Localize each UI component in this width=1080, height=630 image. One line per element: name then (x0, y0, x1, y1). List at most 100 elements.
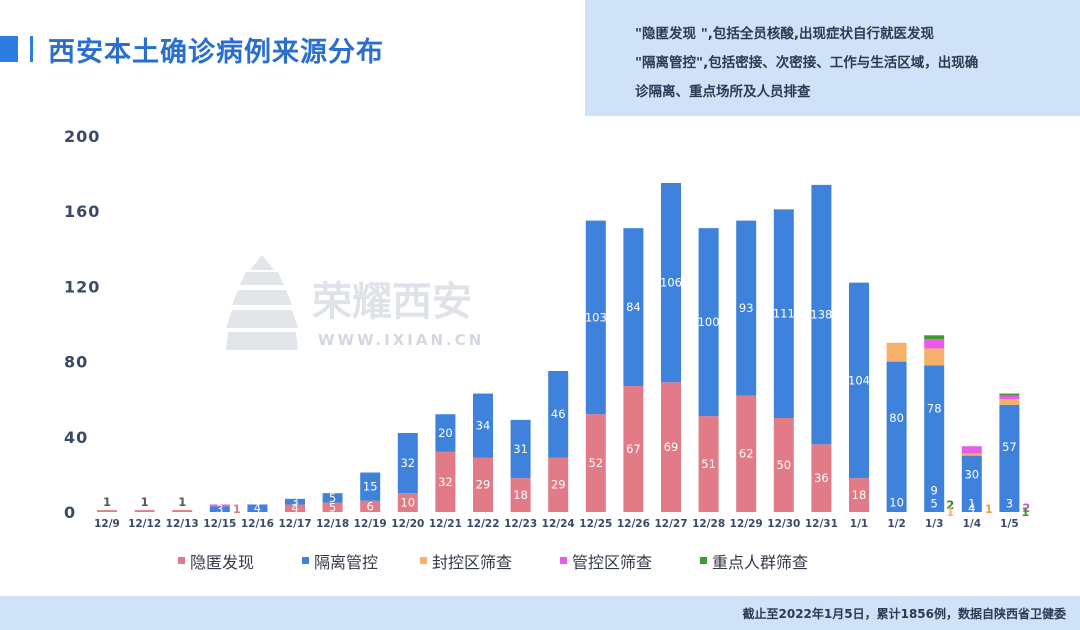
bar-segment-hidden (773, 418, 794, 512)
bar-segment-controlled (924, 339, 945, 349)
y-tick-label: 120 (64, 277, 100, 296)
legend-label-sealed: 封控区筛查 (432, 553, 512, 572)
definition-note-box: "隐匿发现 ",包括全员核酸,出现症状自行就医发现 "隔离管控",包括密接、次密… (585, 0, 1080, 116)
data-label-hidden: 50 (776, 458, 791, 472)
watermark-tower-icon (226, 255, 298, 350)
data-label-isolation: 20 (438, 426, 453, 440)
legend-label-hidden: 隐匿发现 (190, 553, 254, 572)
x-tick-label: 12/25 (579, 518, 612, 530)
bar-segment-isolation (397, 433, 418, 494)
x-tick-label: 12/29 (730, 518, 763, 530)
data-label-hidden: 6 (367, 499, 374, 513)
bar-segment-sealed (886, 342, 907, 362)
bar-segment-hidden (661, 382, 681, 512)
watermark-name: 荣耀西安 (312, 278, 472, 325)
x-tick-label: 12/16 (241, 518, 274, 530)
watermark: 荣耀西安 WWW.IXIAN.CN (226, 255, 484, 350)
data-label-sealed: 9 (931, 483, 938, 497)
bar-segment-isolation (360, 472, 381, 501)
data-label-isolation: 103 (585, 310, 607, 324)
data-label-hidden: 5 (329, 500, 336, 514)
legend-label-key: 重点人群筛查 (712, 553, 808, 572)
bar-segment-hidden (172, 510, 193, 512)
x-tick-label: 1/4 (963, 518, 981, 530)
x-tick-label: 12/20 (391, 518, 424, 530)
data-label-isolation: 3 (291, 495, 298, 509)
data-label-isolation: 111 (773, 307, 795, 321)
y-tick-label: 40 (64, 428, 88, 447)
data-label-isolation: 78 (927, 402, 942, 416)
data-label-sealed: 1 (968, 497, 975, 511)
bar-segment-isolation (473, 393, 493, 458)
data-label-isolation: 80 (889, 411, 904, 425)
data-label-hidden: 18 (852, 488, 867, 502)
bar-segment-isolation (773, 209, 794, 418)
bar-segment-hidden (360, 500, 381, 512)
bar-segment-hidden (134, 510, 155, 512)
legend-swatch-isolation (302, 557, 309, 564)
data-label-isolation: 30 (964, 467, 979, 481)
x-tick-label: 12/23 (504, 518, 537, 530)
bar-segment-controlled (961, 446, 982, 454)
legend-swatch-controlled (560, 557, 567, 564)
data-label-isolation: 34 (476, 419, 491, 433)
bar-segment-key (999, 393, 1020, 396)
legend-swatch-key (700, 557, 707, 564)
y-tick-label: 160 (64, 202, 100, 221)
data-label-hidden: 1 (141, 495, 149, 509)
data-label-hidden: 67 (626, 442, 641, 456)
data-label-isolation: 31 (513, 442, 528, 456)
data-label-hidden: 69 (664, 440, 679, 454)
x-tick-label: 12/18 (316, 518, 349, 530)
data-label-hidden: 29 (476, 478, 491, 492)
bar-segment-isolation (999, 404, 1020, 512)
data-label-hidden: 1 (178, 495, 186, 509)
legend-swatch-hidden (178, 557, 185, 564)
x-tick-label: 12/27 (654, 518, 687, 530)
bar-segment-hidden (623, 386, 644, 512)
bar-segment-isolation (661, 183, 681, 383)
data-label-controlled: 5 (931, 497, 938, 511)
data-label-isolation: 138 (810, 308, 832, 322)
legend-label-controlled: 管控区筛查 (572, 553, 652, 572)
x-tick-label: 12/28 (692, 518, 725, 530)
data-label-isolation: 104 (848, 373, 870, 387)
bar-segment-hidden (397, 493, 418, 512)
bar-segment-hidden (97, 510, 117, 512)
bar-segment-hidden (698, 416, 719, 512)
bar-segment-isolation (623, 228, 644, 387)
bar-segment-isolation (886, 361, 907, 512)
bar-segment-key (924, 335, 945, 340)
x-tick-label: 12/15 (203, 518, 236, 530)
bar-segment-isolation (247, 504, 268, 512)
bar-segment-isolation (849, 282, 869, 479)
bar-segment-hidden (849, 478, 869, 512)
bar-segment-isolation (585, 220, 606, 415)
data-label-controlled: 2 (1022, 501, 1030, 515)
bar-segment-hidden (585, 414, 606, 512)
x-tick-label: 1/2 (887, 518, 905, 530)
bar-segment-hidden (510, 478, 531, 512)
watermark-url: WWW.IXIAN.CN (318, 331, 484, 349)
data-label-hidden: 1 (103, 495, 111, 509)
data-label-sealed: 10 (889, 496, 904, 510)
title-line-marker (30, 36, 33, 62)
footer-source-text: 截止至2022年1月5日，累计1856例，数据自陕西省卫健委 (742, 607, 1067, 621)
bar-segment-hidden (736, 395, 757, 512)
x-tick-label: 12/19 (354, 518, 387, 530)
y-tick-label: 0 (64, 503, 76, 522)
bar-segment-sealed (961, 453, 982, 456)
x-tick-label: 1/1 (850, 518, 868, 530)
bar-segment-hidden (811, 444, 832, 512)
x-tick-label: 12/31 (805, 518, 838, 530)
x-tick-label: 12/9 (94, 518, 120, 530)
data-label-hidden: 18 (513, 488, 528, 502)
data-label-extra: 1 (1021, 505, 1029, 519)
data-label-isolation: 46 (551, 407, 566, 421)
data-label-isolation: 57 (1002, 440, 1017, 454)
bar-segment-hidden (285, 504, 305, 512)
legend-label-isolation: 隔离管控 (314, 553, 378, 572)
bar-segment-isolation (736, 220, 757, 396)
data-label-isolation: 93 (739, 301, 754, 315)
x-tick-label: 12/26 (617, 518, 650, 530)
